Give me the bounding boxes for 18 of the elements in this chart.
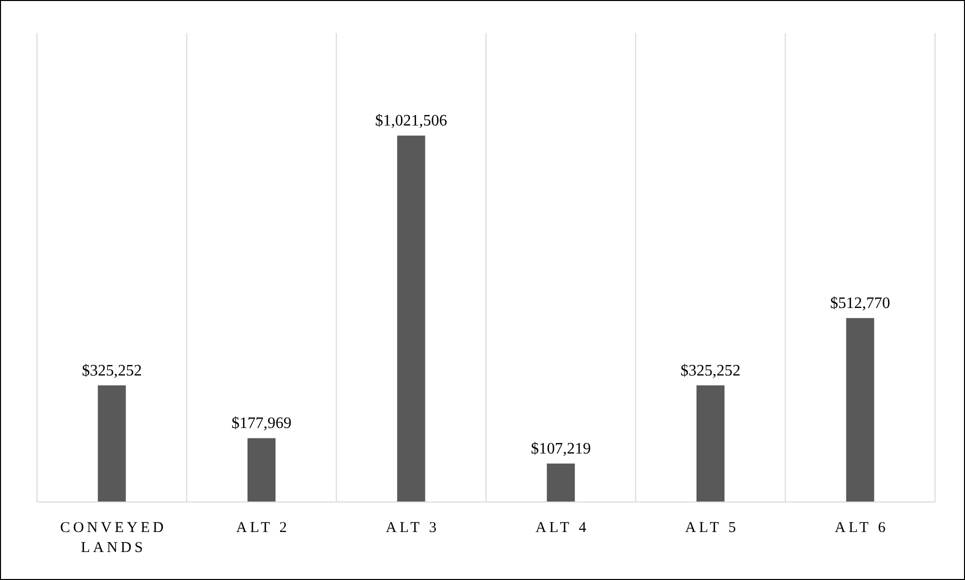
data-label: $107,219 <box>530 440 591 458</box>
x-tick-label: ALT 6 <box>834 520 889 536</box>
bar <box>98 385 126 502</box>
bar <box>846 318 874 502</box>
x-tick-label: ALT 3 <box>386 520 440 536</box>
data-label: $325,252 <box>680 362 740 380</box>
data-label: $512,770 <box>830 295 890 312</box>
x-tick-label: ALT 4 <box>535 520 590 536</box>
x-tick-label: ALT 5 <box>685 520 739 536</box>
data-label: $177,969 <box>232 415 292 432</box>
bar <box>248 438 276 502</box>
x-tick-label: CONVEYED LANDS <box>60 520 167 556</box>
data-label: $325,252 <box>82 362 142 380</box>
x-tick-label: ALT 2 <box>236 520 290 536</box>
bar <box>397 136 426 502</box>
bar <box>696 385 724 502</box>
data-label: $1,021,506 <box>375 112 448 130</box>
bar <box>546 464 575 502</box>
